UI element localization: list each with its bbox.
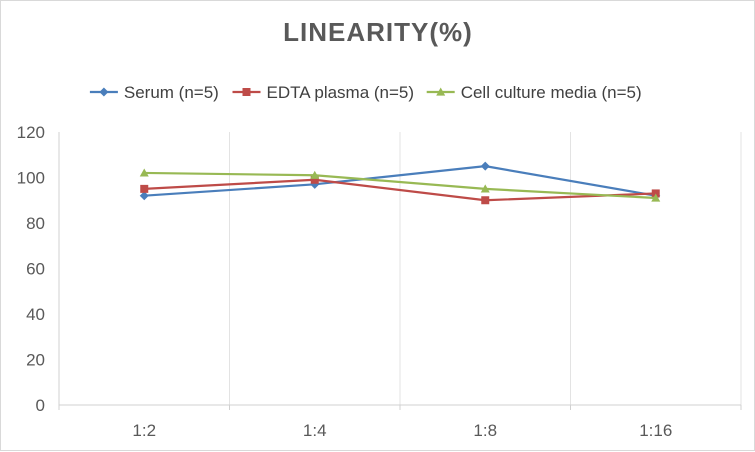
legend-item: EDTA plasma (n=5) bbox=[232, 83, 415, 102]
legend-item: Serum (n=5) bbox=[89, 83, 219, 102]
series-line bbox=[144, 165, 656, 197]
y-tick-label: 80 bbox=[26, 214, 45, 233]
data-point bbox=[651, 189, 660, 198]
legend-label: EDTA plasma (n=5) bbox=[267, 83, 415, 102]
legend-label: Cell culture media (n=5) bbox=[461, 83, 642, 102]
y-tick-label: 120 bbox=[17, 123, 45, 142]
x-tick-label: 1:2 bbox=[132, 421, 156, 440]
y-tick-label: 100 bbox=[17, 169, 45, 188]
y-tick-label: 0 bbox=[36, 396, 45, 415]
x-tick-label: 1:16 bbox=[639, 421, 672, 440]
series-3 bbox=[139, 168, 661, 202]
data-point bbox=[139, 191, 149, 201]
legend-label: Serum (n=5) bbox=[124, 83, 219, 102]
data-point bbox=[139, 168, 149, 177]
legend-item: Cell culture media (n=5) bbox=[426, 83, 642, 102]
y-tick-label: 60 bbox=[26, 260, 45, 279]
series-line bbox=[144, 178, 656, 202]
data-point bbox=[140, 184, 149, 193]
data-point bbox=[310, 170, 320, 179]
grid-lines bbox=[229, 132, 742, 405]
data-point bbox=[480, 184, 490, 193]
chart-legend: Serum (n=5) EDTA plasma (n=5) Cell culture… bbox=[89, 83, 642, 102]
data-point bbox=[481, 196, 490, 205]
series-2 bbox=[140, 175, 660, 205]
x-tick-label: 1:8 bbox=[473, 421, 497, 440]
axes: 0 20 40 60 80 100 120 1:2 1:4 1:8 1:16 bbox=[17, 123, 742, 440]
series-layer bbox=[139, 161, 661, 205]
data-point bbox=[651, 193, 661, 202]
legend-marker bbox=[99, 87, 109, 97]
legend-marker bbox=[436, 87, 446, 96]
y-tick-label: 20 bbox=[26, 351, 45, 370]
series-line bbox=[144, 171, 656, 200]
y-tick-label: 40 bbox=[26, 305, 45, 324]
legend-marker bbox=[242, 88, 251, 96]
x-tick-label: 1:4 bbox=[303, 421, 327, 440]
data-point bbox=[310, 175, 319, 184]
chart-title: LINEARITY(%) bbox=[283, 17, 473, 47]
data-point bbox=[480, 161, 490, 171]
